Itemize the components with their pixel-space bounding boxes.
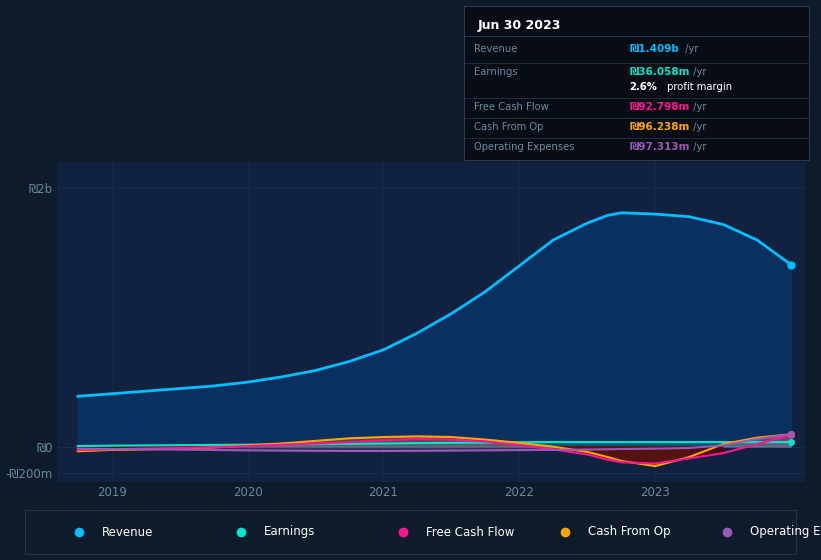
Text: profit margin: profit margin: [664, 82, 732, 92]
Text: Operating Expenses: Operating Expenses: [475, 142, 575, 152]
Text: Earnings: Earnings: [264, 525, 315, 539]
Text: /yr: /yr: [682, 44, 699, 54]
Text: /yr: /yr: [690, 142, 707, 152]
Text: ₪97.313m: ₪97.313m: [630, 142, 690, 152]
Text: Free Cash Flow: Free Cash Flow: [426, 525, 514, 539]
Text: Cash From Op: Cash From Op: [588, 525, 671, 539]
Text: Jun 30 2023: Jun 30 2023: [478, 20, 561, 32]
Text: ₪92.798m: ₪92.798m: [630, 102, 690, 112]
Text: Revenue: Revenue: [475, 44, 517, 54]
Text: Free Cash Flow: Free Cash Flow: [475, 102, 549, 112]
Text: 2.6%: 2.6%: [630, 82, 658, 92]
Text: Revenue: Revenue: [102, 525, 154, 539]
Text: /yr: /yr: [690, 102, 707, 112]
Text: Earnings: Earnings: [475, 67, 518, 77]
Text: ₪96.238m: ₪96.238m: [630, 122, 690, 132]
Text: ₪36.058m: ₪36.058m: [630, 67, 690, 77]
Text: Operating Expenses: Operating Expenses: [750, 525, 821, 539]
Text: /yr: /yr: [690, 67, 707, 77]
Text: /yr: /yr: [690, 122, 707, 132]
Text: ₪1.409b: ₪1.409b: [630, 44, 679, 54]
Text: Cash From Op: Cash From Op: [475, 122, 544, 132]
